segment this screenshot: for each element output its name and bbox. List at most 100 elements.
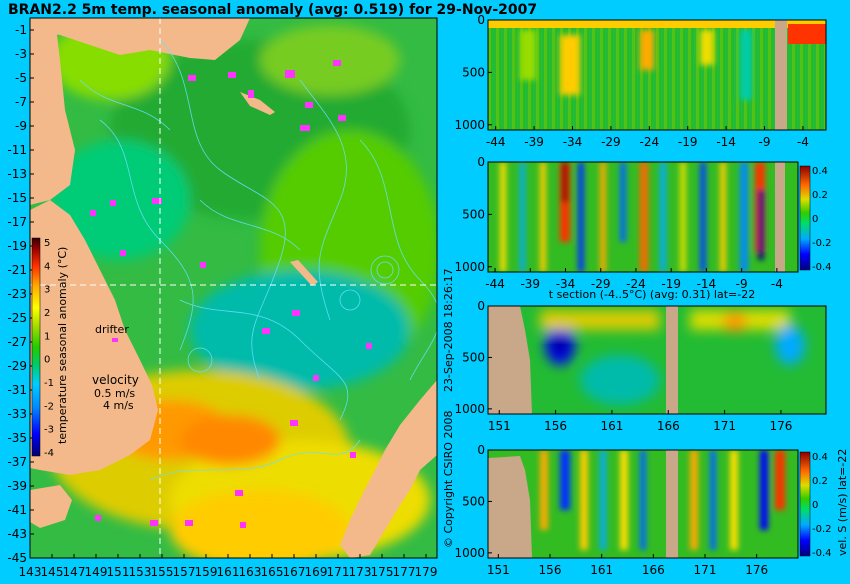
section3-field xyxy=(487,305,827,415)
section-x-tick-label: 166 xyxy=(657,419,680,433)
map-colorbar: 5 4 3 2 1 0 -1 -2 -3 -4 temperature seasonal anom… xyxy=(31,237,69,459)
map-x-axis: 143 145 147 149 151 153 155 157 159 161 163 165 167 1… xyxy=(19,554,437,579)
section-x-tick-label: 161 xyxy=(600,419,623,433)
section-x-tick-label: 176 xyxy=(745,563,768,577)
velocity-colorbar-tick: 0.4 xyxy=(812,166,828,177)
map-y-tick-label: -29 xyxy=(7,359,27,373)
map-y-tick-label: -5 xyxy=(15,71,27,85)
bathymetry-contours xyxy=(79,39,437,481)
map-y-tick-label: -17 xyxy=(7,215,27,229)
section-x-tick-label: -44 xyxy=(486,135,506,149)
section-x-tick-label: -19 xyxy=(661,277,681,291)
section-y-tick-label: 1000 xyxy=(454,118,485,132)
section-x-tick-label: 156 xyxy=(539,563,562,577)
map-y-tick-label: -33 xyxy=(7,407,27,421)
section-x-tick-label: 161 xyxy=(590,563,613,577)
map-y-tick-label: -23 xyxy=(7,287,27,301)
map-field: drifter velocity 0.5 m/s 4 m/s xyxy=(30,18,437,558)
velocity-colorbar-tick: -0.2 xyxy=(812,524,832,535)
section-x-tick-label: -39 xyxy=(524,135,544,149)
map-y-tick-label: -1 xyxy=(15,23,27,37)
map-y-tick-label: -9 xyxy=(15,119,27,133)
velocity-scale-1: 0.5 m/s xyxy=(94,387,135,400)
drifter-legend-swatch xyxy=(112,338,118,342)
map-x-tick-label: 171 xyxy=(327,565,350,579)
map-y-tick-label: -37 xyxy=(7,455,27,469)
map-colorbar-tick: -2 xyxy=(44,401,54,412)
map-y-tick-label: -35 xyxy=(7,431,27,445)
map-x-tick-label: 159 xyxy=(195,565,218,579)
map-y-tick-label: -19 xyxy=(7,239,27,253)
map-x-tick-label: 143 xyxy=(19,565,42,579)
section-x-tick-label: -24 xyxy=(626,277,646,291)
section-x-tick-label: -24 xyxy=(640,135,660,149)
map-colorbar-tick: -1 xyxy=(44,378,54,389)
map-x-tick-label: 151 xyxy=(107,565,130,579)
section-x-tick-label: -14 xyxy=(697,277,717,291)
map-y-tick-label: -39 xyxy=(7,479,27,493)
section2-field xyxy=(487,161,799,273)
velocity-colorbar-tick: -0.2 xyxy=(812,238,832,249)
map-colorbar-tick: 0 xyxy=(44,355,50,366)
section4-label: vel. S (m/s) lat=-22 xyxy=(836,449,849,556)
map-x-tick-label: 165 xyxy=(261,565,284,579)
section-x-tick-label: -29 xyxy=(601,135,621,149)
map-y-tick-label: -45 xyxy=(7,551,27,565)
section-x-tick-label: 171 xyxy=(694,563,717,577)
section-x-tick-label: -9 xyxy=(759,135,771,149)
section-y-tick-label: 0 xyxy=(477,13,485,27)
map-colorbar-tick: -3 xyxy=(44,425,54,436)
map-x-tick-label: 173 xyxy=(349,565,372,579)
land-cape-york xyxy=(30,18,75,205)
section-x-tick-label: 151 xyxy=(488,419,511,433)
section4-field xyxy=(487,449,799,559)
section-y-tick-label: 500 xyxy=(462,350,485,364)
section3-landmass xyxy=(488,306,532,414)
section-y-tick-label: 500 xyxy=(462,207,485,221)
section-x-tick-label: -9 xyxy=(736,277,748,291)
velocity-colorbar-tick: -0.4 xyxy=(812,548,832,559)
map-x-tick-label: 167 xyxy=(283,565,306,579)
map-y-axis: -1 -3 -5 -7 -9 -11 -13 -15 -17 -19 -21 -23 -25 -27 -29… xyxy=(7,23,34,565)
map-colorbar-tick: 4 xyxy=(44,261,50,272)
section2-colorbar: 0.4 0.2 0 -0.2 -0.4 xyxy=(799,165,832,273)
section-x-tick-label: -39 xyxy=(520,277,540,291)
land-new-caledonia xyxy=(290,260,318,286)
map-y-tick-label: -43 xyxy=(7,527,27,541)
section-y-tick-label: 0 xyxy=(477,443,485,457)
map-colorbar-tick: 3 xyxy=(44,285,50,296)
section-x-tick-label: 166 xyxy=(642,563,665,577)
section4-landmass xyxy=(488,456,532,558)
velocity-colorbar-tick: 0 xyxy=(812,214,818,225)
velocity-colorbar-tick: 0.2 xyxy=(812,190,828,201)
map-y-tick-label: -13 xyxy=(7,167,27,181)
map-y-tick-label: -41 xyxy=(7,503,27,517)
map-colorbar-tick: 2 xyxy=(44,308,50,319)
section-x-tick-label: -4 xyxy=(771,277,783,291)
velocity-colorbar-tick: -0.4 xyxy=(812,262,832,273)
section-y-tick-label: 500 xyxy=(462,494,485,508)
section1-field xyxy=(487,19,827,131)
map-y-tick-label: -27 xyxy=(7,335,27,349)
section3-title: t section (-4..5°C) (avg: 0.31) lat=-22 xyxy=(549,288,755,301)
copyright: © Copyright CSIRO 2008 xyxy=(442,411,455,548)
map-x-tick-label: 163 xyxy=(239,565,262,579)
section-x-tick-label: -14 xyxy=(716,135,736,149)
map-colorbar-tick: -4 xyxy=(44,448,54,459)
drifters xyxy=(90,60,372,528)
map-x-tick-label: 175 xyxy=(371,565,394,579)
figure-title: BRAN2.2 5m temp. seasonal anomaly (avg: … xyxy=(8,2,537,18)
section-x-tick-label: 151 xyxy=(487,563,510,577)
map-y-tick-label: -3 xyxy=(15,47,27,61)
map-x-tick-label: 149 xyxy=(85,565,108,579)
section-x-tick-label: 171 xyxy=(713,419,736,433)
map-colorbar-tick: 1 xyxy=(44,331,50,342)
section-x-tick-label: -34 xyxy=(563,135,583,149)
land-tasmania xyxy=(30,485,72,528)
map-x-tick-label: 153 xyxy=(129,565,152,579)
section-y-tick-label: 0 xyxy=(477,299,485,313)
section-y-tick-label: 500 xyxy=(462,65,485,79)
section-y-tick-label: 1000 xyxy=(454,402,485,416)
